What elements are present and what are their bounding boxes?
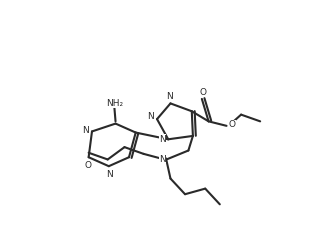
- Text: NH₂: NH₂: [106, 99, 123, 108]
- Text: N: N: [147, 112, 154, 121]
- Text: O: O: [84, 160, 91, 170]
- Text: N: N: [107, 170, 113, 179]
- Text: O: O: [229, 120, 236, 129]
- Text: N: N: [82, 126, 89, 135]
- Text: N: N: [159, 135, 166, 144]
- Text: N: N: [166, 92, 173, 101]
- Text: O: O: [200, 88, 206, 97]
- Text: N: N: [159, 155, 166, 164]
